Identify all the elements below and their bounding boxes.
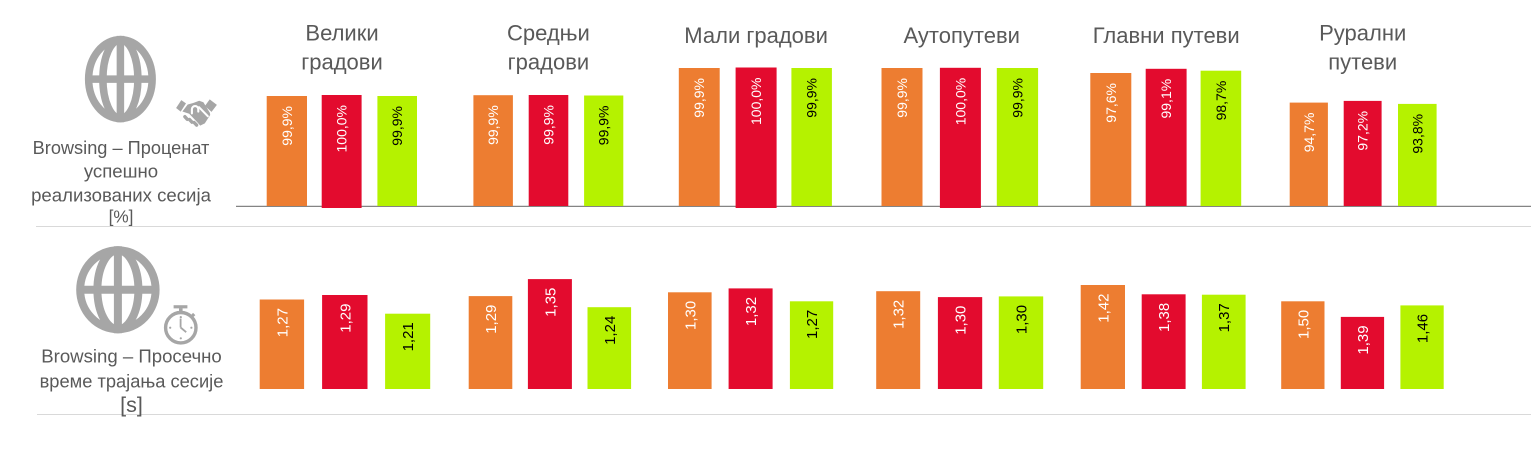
svg-text:100,0%: 100,0% xyxy=(748,78,764,125)
svg-text:1,30: 1,30 xyxy=(682,301,699,330)
svg-text:97,6%: 97,6% xyxy=(1103,83,1119,123)
svg-text:99,9%: 99,9% xyxy=(894,78,910,118)
svg-text:1,46: 1,46 xyxy=(1415,314,1432,343)
svg-text:1,32: 1,32 xyxy=(743,297,760,326)
svg-text:градови: градови xyxy=(301,50,383,75)
svg-text:1,35: 1,35 xyxy=(542,288,559,317)
svg-text:99,9%: 99,9% xyxy=(485,105,501,145)
svg-text:Велики: Велики xyxy=(305,21,378,46)
svg-text:99,1%: 99,1% xyxy=(1158,79,1174,119)
svg-text:99,9%: 99,9% xyxy=(804,78,820,118)
svg-text:Browsing – Просечно: Browsing – Просечно xyxy=(41,346,222,367)
svg-text:1,37: 1,37 xyxy=(1216,303,1233,332)
svg-text:99,9%: 99,9% xyxy=(1009,78,1025,118)
svg-text:1,27: 1,27 xyxy=(804,310,821,339)
svg-text:100,0%: 100,0% xyxy=(952,78,968,125)
svg-text:1,39: 1,39 xyxy=(1355,325,1372,354)
svg-text:Browsing – Проценат: Browsing – Проценат xyxy=(33,138,210,158)
svg-text:99,9%: 99,9% xyxy=(596,106,612,146)
svg-text:1,32: 1,32 xyxy=(891,300,908,329)
svg-text:1,30: 1,30 xyxy=(953,306,970,335)
svg-text:Аутопутеви: Аутопутеви xyxy=(903,23,1019,48)
svg-text:99,9%: 99,9% xyxy=(541,105,557,145)
svg-text:98,7%: 98,7% xyxy=(1213,81,1229,121)
svg-text:Рурални: Рурални xyxy=(1319,21,1406,46)
svg-text:1,29: 1,29 xyxy=(483,305,500,334)
svg-text:1,42: 1,42 xyxy=(1095,294,1112,323)
svg-text:1,21: 1,21 xyxy=(400,322,417,351)
svg-text:94,7%: 94,7% xyxy=(1301,113,1317,153)
svg-text:99,9%: 99,9% xyxy=(279,106,295,146)
svg-text:време трајања сесије: време трајања сесије xyxy=(40,370,224,391)
svg-text:100,0%: 100,0% xyxy=(334,105,350,152)
svg-text:Средњи: Средњи xyxy=(507,21,590,46)
svg-text:1,38: 1,38 xyxy=(1156,303,1173,332)
svg-text:1,29: 1,29 xyxy=(337,304,354,333)
svg-text:1,24: 1,24 xyxy=(602,316,619,345)
svg-text:[s]: [s] xyxy=(120,393,143,417)
svg-text:градови: градови xyxy=(508,50,590,75)
svg-text:Мали градови: Мали градови xyxy=(684,23,828,48)
svg-text:1,30: 1,30 xyxy=(1014,305,1031,334)
svg-text:99,9%: 99,9% xyxy=(389,106,405,146)
svg-text:1,50: 1,50 xyxy=(1295,310,1312,339)
svg-text:Главни путеви: Главни путеви xyxy=(1093,23,1240,48)
svg-text:93,8%: 93,8% xyxy=(1409,114,1425,154)
svg-text:[%]: [%] xyxy=(109,206,134,226)
svg-text:97,2%: 97,2% xyxy=(1355,111,1371,151)
svg-text:путеви: путеви xyxy=(1328,50,1397,75)
svg-text:99,9%: 99,9% xyxy=(691,78,707,118)
svg-text:успешно: успешно xyxy=(84,161,158,182)
svg-text:реализованих сесија: реализованих сесија xyxy=(31,184,211,205)
svg-text:1,27: 1,27 xyxy=(274,308,291,337)
